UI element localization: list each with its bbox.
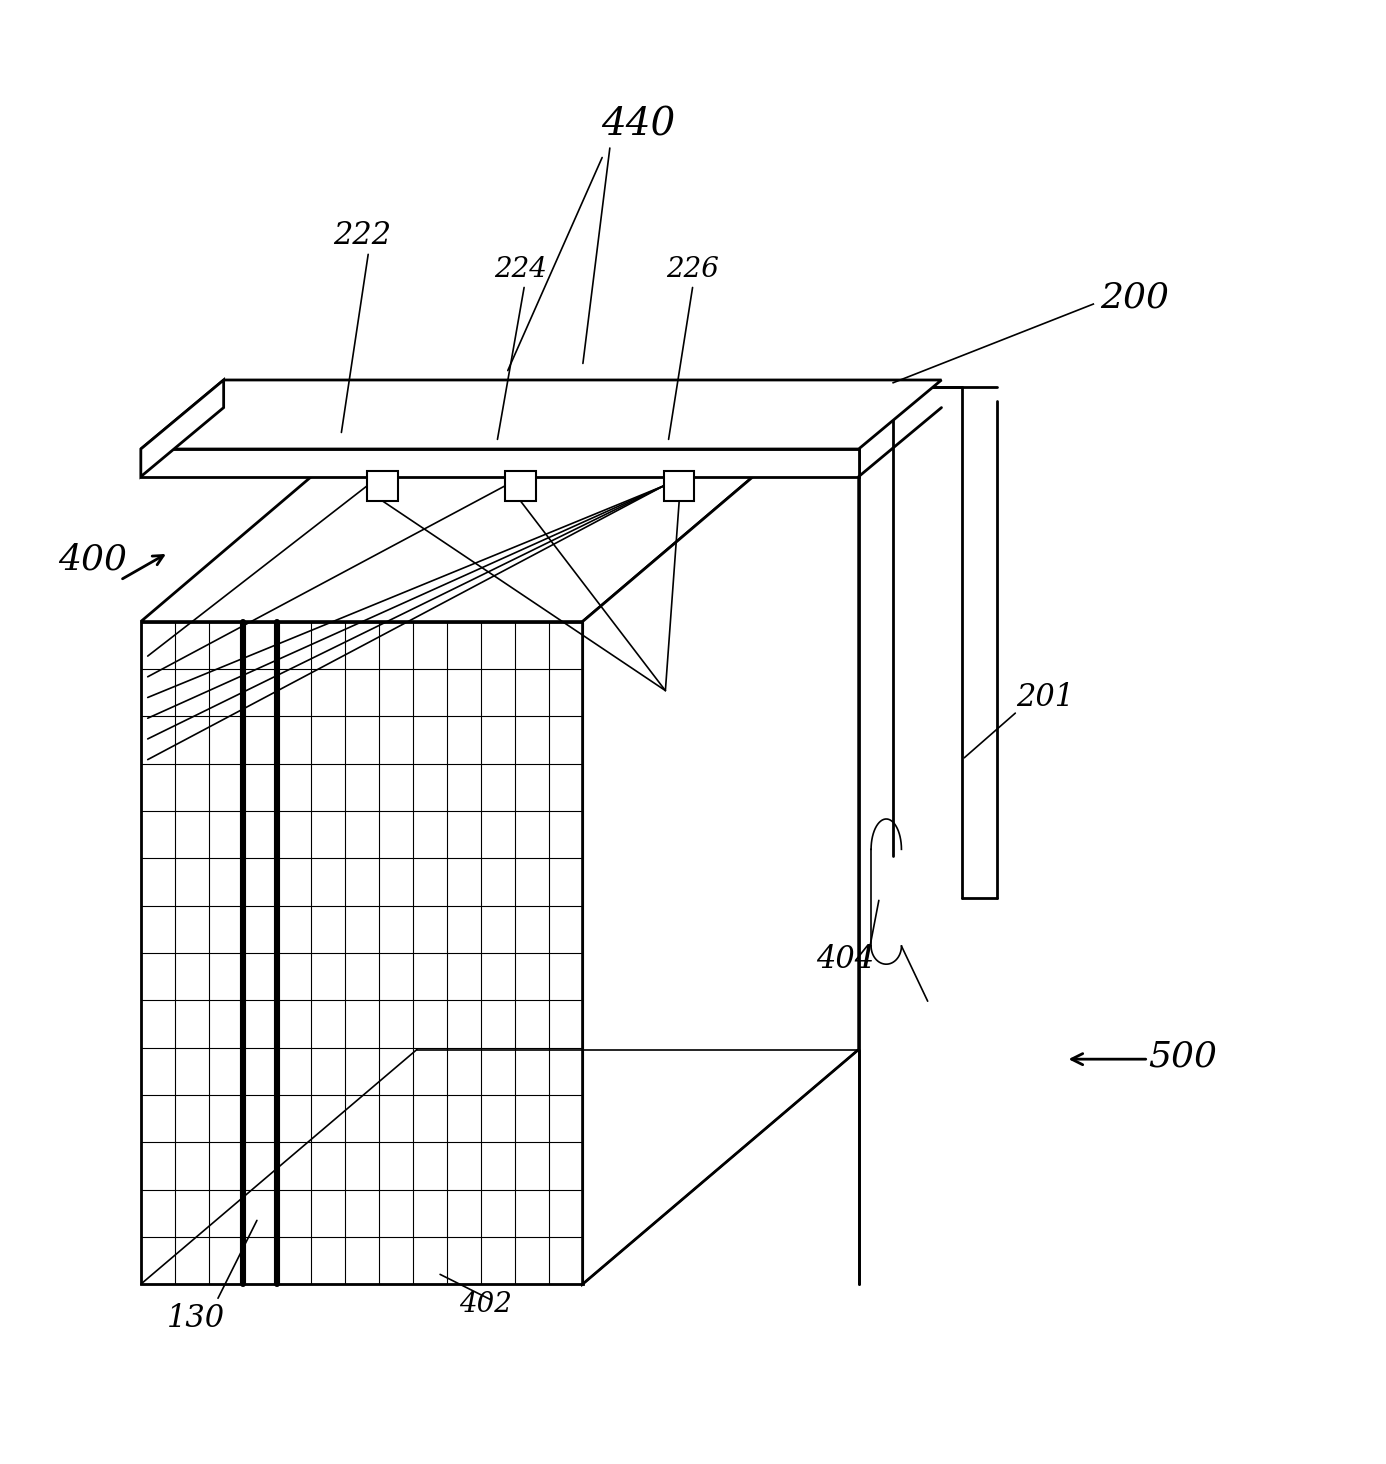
Polygon shape: [141, 449, 859, 477]
Text: 200: 200: [1100, 280, 1170, 315]
Text: 224: 224: [493, 256, 547, 283]
Text: 130: 130: [166, 1303, 225, 1334]
Text: 201: 201: [1016, 682, 1074, 713]
Bar: [506, 470, 535, 501]
Bar: [664, 470, 694, 501]
Text: 400: 400: [58, 543, 128, 577]
Polygon shape: [141, 381, 941, 449]
Text: 404: 404: [816, 944, 875, 975]
Bar: [367, 470, 398, 501]
Polygon shape: [141, 381, 223, 477]
Text: 226: 226: [667, 256, 719, 283]
Text: 402: 402: [460, 1291, 513, 1319]
Polygon shape: [141, 386, 859, 622]
Polygon shape: [582, 386, 859, 1284]
Text: 440: 440: [600, 105, 675, 143]
Polygon shape: [141, 622, 582, 1284]
Text: 500: 500: [1149, 1039, 1217, 1073]
Text: 222: 222: [333, 220, 391, 250]
